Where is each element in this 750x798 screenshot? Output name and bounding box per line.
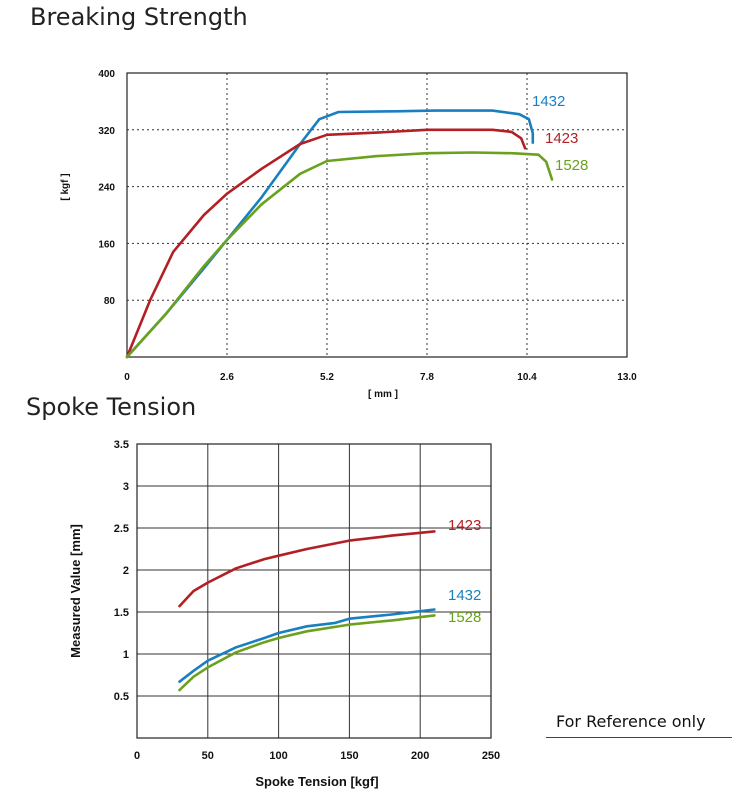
x-tick-label: 50 [202,750,214,762]
reference-underline [546,737,732,738]
y-axis-label: [ kgf ] [60,173,71,200]
series-line-1528 [125,151,554,359]
y-tick-label: 3 [123,481,129,493]
y-tick-label: 1 [123,649,129,661]
x-tick-label: 200 [411,750,429,762]
plot-frame [126,72,628,358]
y-tick-label: 2.5 [114,523,129,535]
series-line-1423 [178,530,436,608]
series-label-1423: 1423 [545,130,578,147]
series-line-1528 [178,614,436,692]
plot-frame [136,443,492,739]
spoke-tension-chart: 0 50 100 150 200 250 0.5 1 1.5 2 2.5 3 3.5 Spoke Tens… [68,439,500,789]
x-tick-label: 0 [134,750,140,762]
spoke-tension-title: Spoke Tension [26,393,197,421]
y-axis-label: Measured Value [mm] [68,524,83,658]
reference-note: For Reference only [556,712,706,731]
x-tick-label: 150 [340,750,358,762]
y-tick-label: 0.5 [114,691,129,703]
y-tick-label: 2 [123,565,129,577]
series-line-1432 [178,608,436,684]
x-tick-label: 13.0 [617,372,637,383]
series-label-1423: 1423 [448,517,481,534]
series-label-1528: 1528 [555,157,588,174]
y-tick-label: 1.5 [114,607,129,619]
breaking-strength-title: Breaking Strength [30,3,248,31]
x-tick-label: 7.8 [420,372,434,383]
series-label-1528: 1528 [448,609,481,626]
y-tick-label: 160 [98,239,115,250]
breaking-strength-chart: 0 2.6 5.2 7.8 10.4 13.0 80 160 240 320 400 [ mm ] [ … [60,69,637,400]
series-label-1432: 1432 [448,587,481,604]
x-tick-label: 2.6 [220,372,234,383]
y-tick-label: 240 [98,183,115,194]
x-tick-label: 250 [482,750,500,762]
y-tick-label: 3.5 [114,439,129,451]
y-tick-label: 80 [104,296,116,307]
series-label-1432: 1432 [532,93,565,110]
y-tick-label: 400 [98,69,115,80]
y-tick-label: 320 [98,126,115,137]
series-line-1423 [125,128,527,359]
x-axis-label: [ mm ] [368,389,398,400]
x-tick-label: 10.4 [517,372,537,383]
x-tick-label: 5.2 [320,372,334,383]
x-tick-label: 100 [269,750,287,762]
x-tick-label: 0 [124,372,130,383]
x-axis-label: Spoke Tension [kgf] [255,774,378,789]
